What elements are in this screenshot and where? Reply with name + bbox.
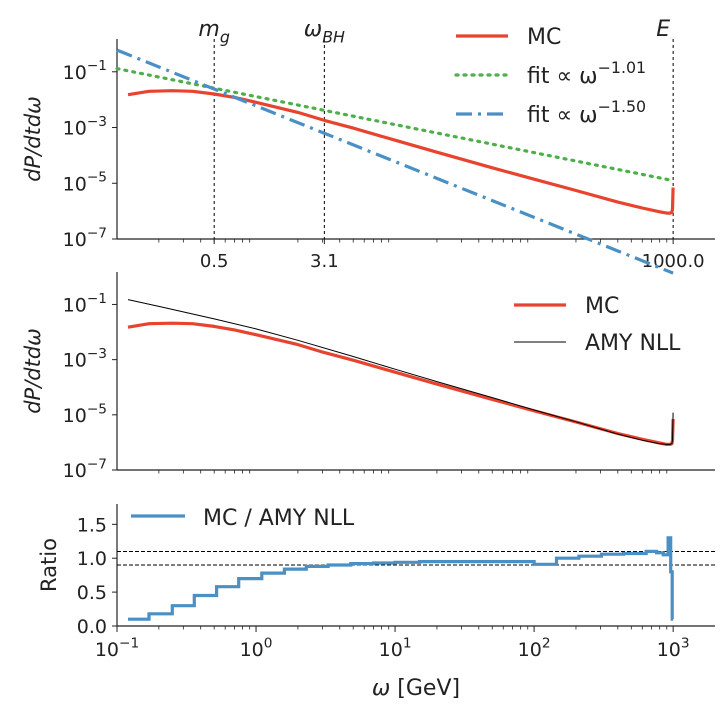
bottom-x-tick-label: 10−1: [95, 635, 139, 661]
top-x-tick-label: 1000.0: [642, 251, 705, 272]
bottom-ratio-step-line: [128, 536, 674, 621]
top-legend-label: MC: [527, 25, 561, 50]
middle-legend-label: AMY NLL: [585, 331, 681, 356]
top-series-line-0: [127, 89, 675, 215]
bottom-y-tick-label: 1.5: [77, 514, 107, 536]
top-panel: 10−7 10−5 10−3 10−1 dP/dtdω 0.5 3.1 1000.0 mg ωBH…: [21, 17, 715, 275]
bottom-y-tick-label: 0.0: [77, 616, 107, 638]
bottom-x-tick-label: 101: [379, 635, 412, 661]
middle-y-tick-label: 10−3: [63, 346, 107, 372]
bottom-x-tick-label: 102: [518, 635, 551, 661]
top-y-tick-label: 10−3: [63, 114, 107, 140]
top-reference-label: ωBH: [304, 17, 345, 47]
middle-legend-label: MC: [585, 294, 619, 319]
middle-panel: 10−7 10−5 10−3 10−1 dP/dtdω MC AMY NLL: [21, 272, 715, 482]
top-reference-label: mg: [198, 17, 230, 47]
top-y-tick-label: 10−1: [63, 58, 107, 84]
bottom-x-label: ω [GeV]: [372, 676, 460, 701]
top-y-label: dP/dtdω: [21, 96, 45, 182]
middle-y-tick-label: 10−5: [63, 401, 107, 427]
bottom-x-tick-label: 100: [240, 635, 273, 661]
bottom-x-tick-label: 103: [657, 635, 690, 661]
middle-series-line-1: [127, 299, 674, 445]
middle-y-label: dP/dtdω: [21, 328, 45, 414]
bottom-y-tick-label: 1.0: [77, 548, 107, 570]
top-reference-label: E: [656, 17, 670, 42]
bottom-panel: 0.0 0.5 1.0 1.5 Ratio 10−1 100 101 102 103 ω [GeV]…: [37, 504, 715, 701]
bottom-legend-label: MC / AMY NLL: [203, 506, 355, 531]
top-series-line-2: [116, 48, 674, 275]
top-x-tick-label: 0.5: [200, 251, 229, 272]
middle-y-tick-label: 10−1: [63, 291, 107, 317]
bottom-y-tick-label: 0.5: [77, 582, 107, 604]
top-x-tick-label: 3.1: [310, 251, 339, 272]
bottom-y-label: Ratio: [37, 538, 61, 592]
top-y-tick-label: 10−7: [63, 225, 107, 251]
top-y-tick-label: 10−5: [63, 170, 107, 196]
top-legend-label: fit ∝ ω−1.01: [527, 58, 646, 89]
middle-y-tick-label: 10−7: [63, 456, 107, 482]
top-legend-label: fit ∝ ω−1.50: [527, 97, 646, 128]
